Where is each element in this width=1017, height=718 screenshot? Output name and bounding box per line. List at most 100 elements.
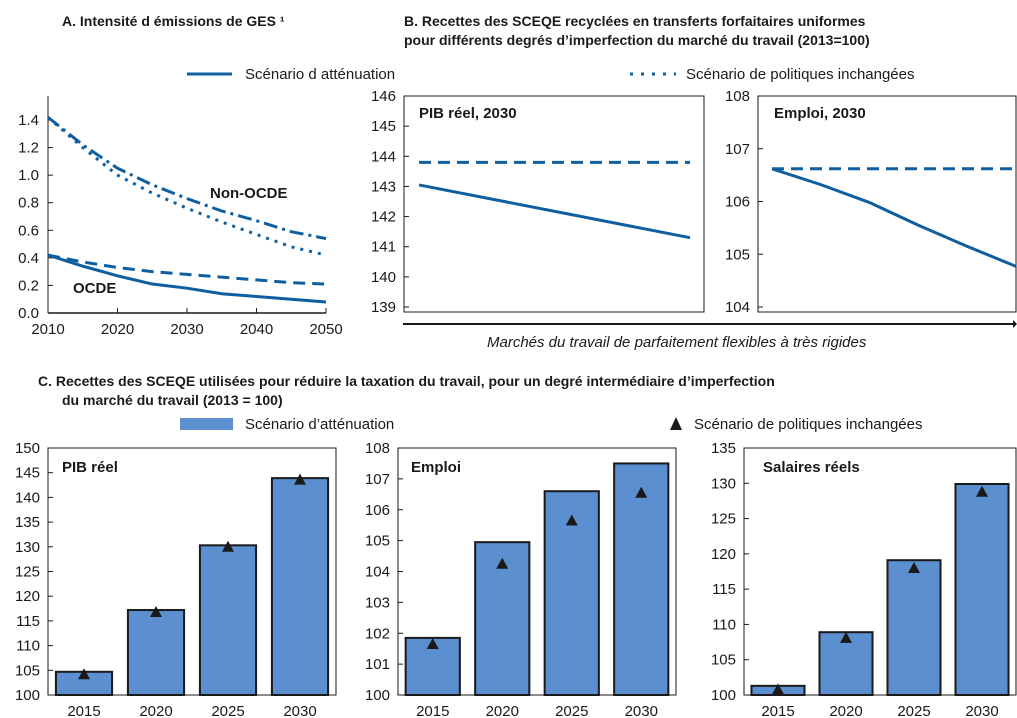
panel-a-ytick-label: 0.6: [18, 222, 39, 239]
panel-b1-ytick-label: 142: [371, 209, 396, 226]
panel-c2-ytick-label: 108: [365, 440, 390, 457]
panel-c-title-line1: C. Recettes des SCEQE utilisées pour réd…: [38, 373, 775, 389]
panel-c2-xtick-label: 2030: [625, 703, 658, 718]
panel-c1-baseline-marker: [78, 668, 90, 680]
panel-b1-ytick-label: 140: [371, 269, 396, 286]
panel-a-series-ocde-solid: [47, 253, 327, 304]
panel-a-xtick-label: 2020: [101, 321, 134, 338]
panel-c1-bar: [270, 477, 330, 696]
panel-c3-chart: Salaires réels 100 105 110 115 120 125 130 135 2…: [711, 440, 1017, 718]
panel-c3-ytick-label: 135: [711, 440, 736, 457]
panel-c2-xtick-label: 2020: [486, 703, 519, 718]
panel-c1-ytick-label: 120: [15, 588, 40, 605]
panel-c1-xtick-label: 2030: [283, 703, 316, 718]
panel-c-title-line2: du marché du travail (2013 = 100): [62, 392, 283, 408]
panel-c3-xtick-label: 2015: [761, 703, 794, 718]
panel-b1-series-solid: [418, 183, 691, 240]
panel-c2-ytick-label: 101: [365, 656, 390, 673]
panel-b1-ytick-label: 144: [371, 148, 396, 165]
panel-a-ytick-label: 1.2: [18, 140, 39, 157]
panel-b1-chart: PIB réel, 2030 139 140 141 142 143 144 145 146: [371, 88, 705, 316]
panel-c3-ytick-label: 115: [712, 581, 736, 598]
panel-c1-xtick-label: 2020: [139, 703, 172, 718]
panel-c3-baseline-marker: [840, 631, 852, 643]
legend-c-baseline-marker: [670, 417, 682, 430]
panel-b2-frame: [757, 95, 1017, 313]
panel-b-axis-caption: Marchés du travail de parfaitement flexi…: [487, 334, 867, 351]
legend-c-mitigation-label: Scénario d’atténuation: [245, 416, 394, 433]
panel-b-arrow-head: [1013, 320, 1017, 328]
panel-c2-bar: [613, 462, 670, 696]
panel-a-ytick-label: 0.0: [18, 305, 39, 322]
panel-c3-xtick-label: 2020: [829, 703, 862, 718]
label-non-ocde: Non-OCDE: [210, 185, 288, 202]
panel-c2-ytick-label: 103: [365, 594, 390, 611]
panel-c1-ytick-label: 140: [15, 489, 40, 506]
panel-a-ytick-label: 0.8: [18, 195, 39, 212]
panel-c2-label: Emploi: [411, 459, 461, 476]
panel-c3-xtick-label: 2025: [897, 703, 930, 718]
panel-a-xtick-label: 2040: [240, 321, 273, 338]
panel-b-title-line1: B. Recettes des SCEQE recyclées en trans…: [404, 13, 866, 29]
panel-c1-baseline-marker: [294, 473, 306, 485]
panel-c1-ytick-label: 130: [15, 539, 40, 556]
panel-c2-ytick-label: 104: [365, 564, 390, 581]
panel-c1-ytick-label: 145: [15, 465, 40, 482]
panel-c3-ytick-label: 105: [711, 652, 736, 669]
panel-c1-ytick-label: 115: [16, 613, 40, 630]
legend-c-mitigation-swatch: [180, 418, 233, 430]
panel-c3-ytick-label: 110: [712, 616, 736, 633]
panel-c1-ytick-label: 125: [15, 564, 40, 581]
panel-c3-baseline-marker: [772, 683, 784, 695]
panel-c1-bar: [198, 544, 258, 696]
panel-c1-ytick-label: 150: [15, 440, 40, 457]
panel-b2-ytick-label: 104: [725, 299, 750, 316]
panel-c2-baseline-marker: [496, 557, 509, 569]
panel-b-title-line2: pour différents degrés d’imperfection du…: [404, 32, 870, 48]
panel-c3-ytick-label: 120: [711, 546, 736, 563]
panel-a-series-non-ocde-dashdot: [47, 116, 327, 241]
panel-b2-ytick-label: 107: [725, 141, 750, 158]
panel-c2-ytick-label: 106: [365, 502, 390, 519]
panel-c2-ytick-label: 100: [365, 687, 390, 704]
panel-c3-xtick-label: 2030: [965, 703, 998, 718]
panel-c1-baseline-marker: [222, 540, 234, 552]
panel-c2-ytick-label: 105: [365, 533, 390, 550]
panel-c1-ytick-label: 135: [15, 514, 40, 531]
panel-b1-frame: [403, 95, 705, 313]
panel-c1-xtick-label: 2025: [211, 703, 244, 718]
panel-a-ytick-label: 1.4: [18, 112, 39, 129]
panel-c1-label: PIB réel: [62, 459, 118, 476]
panel-b1-ytick-label: 146: [371, 88, 396, 105]
panel-c1-ytick-label: 110: [16, 638, 40, 655]
panel-c2-xtick-label: 2025: [555, 703, 588, 718]
panel-c2-baseline-marker: [426, 638, 439, 650]
panel-c1-xtick-label: 2015: [67, 703, 100, 718]
panel-a-series-ocde-dashed: [47, 253, 327, 286]
panel-c2-xtick-label: 2015: [416, 703, 449, 718]
panel-b2-ytick-label: 105: [725, 246, 750, 263]
label-ocde: OCDE: [73, 280, 116, 297]
panel-b2-ytick-label: 106: [725, 194, 750, 211]
panel-c2-baseline-marker: [565, 514, 578, 526]
panel-c1-ytick-label: 100: [15, 687, 40, 704]
panel-c3-ytick-label: 125: [711, 511, 736, 528]
panel-c3-ytick-label: 130: [711, 475, 736, 492]
panel-a-xtick-label: 2010: [31, 321, 64, 338]
panel-a-title: A. Intensité d émissions de GES ¹: [62, 13, 285, 29]
panel-c3-bar: [886, 559, 942, 696]
panel-c1-baseline-marker: [150, 606, 162, 618]
panel-b1-ytick-label: 145: [371, 118, 396, 135]
panel-a-xtick-label: 2030: [170, 321, 203, 338]
panel-c2-chart: Emploi 100 101 102 103 104 105 106 107 108 2015 20…: [365, 440, 677, 718]
panel-b2-chart: Emploi, 2030 104 105 106 107 108: [725, 88, 1017, 316]
legend-baseline-label: Scénario de politiques inchangées: [686, 66, 915, 83]
panel-c1-ytick-label: 105: [15, 662, 40, 679]
panel-b1-label: PIB réel, 2030: [419, 105, 517, 122]
panel-c1-chart: PIB réel 100 105 110 115 120 125 130 135 140 145 1…: [15, 440, 337, 718]
panel-a-xtick-label: 2050: [309, 321, 342, 338]
panel-c3-frame: [743, 447, 1017, 696]
panel-a-ytick-label: 0.2: [18, 277, 39, 294]
legend-c-baseline-label: Scénario de politiques inchangées: [694, 416, 923, 433]
